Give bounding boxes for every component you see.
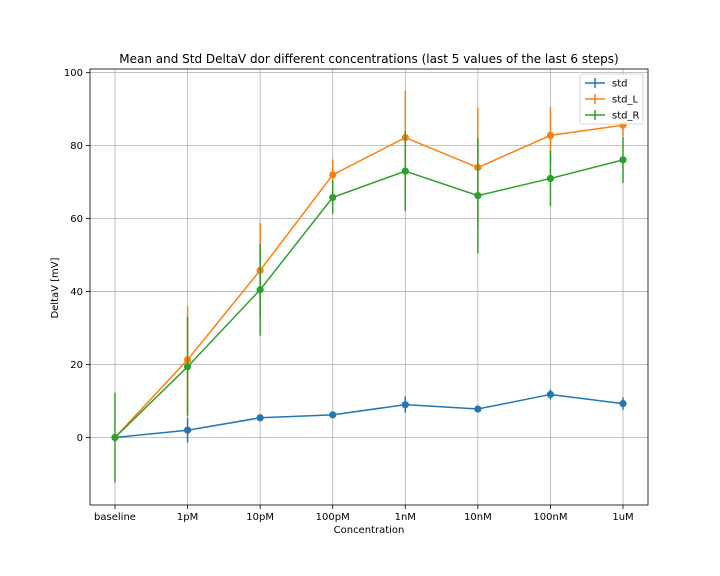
data-point: [329, 193, 337, 202]
data-point: [111, 433, 119, 442]
y-tick-label: 20: [70, 360, 83, 371]
x-tick-label: 10nM: [464, 512, 492, 523]
data-point: [329, 411, 337, 419]
series-std_L: [111, 90, 627, 442]
axes-frame: [89, 68, 649, 506]
x-axis: baseline 1pM 10pM 100pM 1nM 10nM 100nM 1uM: [94, 505, 634, 523]
data-point: [619, 399, 627, 408]
series-std_R: [111, 131, 627, 483]
data-point: [183, 363, 192, 371]
data-point: [546, 174, 555, 183]
y-tick-label: 60: [70, 214, 83, 225]
x-tick-label: 1nM: [395, 512, 416, 523]
series-line: [114, 159, 624, 439]
data-point: [401, 167, 409, 175]
y-tick-label: 0: [77, 433, 83, 444]
data-point: [546, 390, 555, 399]
data-point: [183, 426, 192, 434]
data-point: [619, 156, 627, 164]
x-tick-label: 100pM: [316, 512, 350, 523]
x-tick-label: baseline: [94, 512, 136, 523]
data-point: [474, 192, 482, 200]
y-axis: 0 20 40 60 80 100: [64, 68, 90, 444]
legend-label: std_L: [612, 95, 638, 106]
y-axis-label: DeltaV [mV]: [50, 257, 61, 318]
grid: [90, 69, 648, 505]
y-tick-label: 40: [70, 287, 83, 298]
data-point: [256, 286, 264, 294]
x-tick-label: 100nM: [533, 512, 567, 523]
x-tick-label: 10pM: [246, 512, 274, 523]
x-tick-label: 1uM: [612, 512, 633, 523]
legend: std std_L std_R: [579, 73, 644, 125]
legend-item: std: [585, 78, 627, 90]
legend-item: std_R: [585, 110, 639, 122]
legend-label: std_R: [612, 111, 639, 122]
series-layer: [111, 90, 627, 483]
data-point: [401, 401, 409, 409]
data-point: [474, 405, 482, 413]
series-line: [114, 124, 624, 439]
y-tick-label: 100: [64, 68, 83, 79]
data-point: [546, 131, 555, 140]
data-point: [329, 171, 337, 179]
legend-label: std: [612, 79, 627, 90]
series-std: [111, 389, 627, 443]
series-line: [114, 393, 624, 439]
data-point: [256, 414, 264, 422]
legend-item: std_L: [585, 94, 638, 106]
x-tick-label: 1pM: [177, 512, 198, 523]
y-tick-label: 80: [70, 141, 83, 152]
x-axis-label: Concentration: [334, 525, 405, 536]
chart-title: Mean and Std DeltaV dor different concen…: [119, 52, 618, 66]
